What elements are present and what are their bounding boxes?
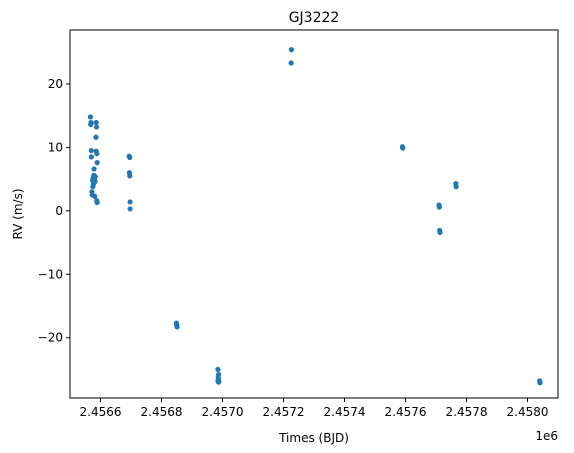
- data-point: [94, 151, 100, 157]
- data-point: [127, 173, 133, 179]
- data-point: [436, 204, 442, 210]
- data-point: [400, 145, 406, 151]
- data-points: [87, 47, 543, 386]
- data-point: [537, 380, 543, 386]
- x-axis-label: Times (BJD): [278, 431, 349, 445]
- data-point: [91, 166, 97, 172]
- data-point: [288, 47, 295, 53]
- data-point: [127, 154, 133, 161]
- x-tick-label: 2.4570: [202, 405, 244, 419]
- y-axis-label: RV (m/s): [11, 188, 25, 239]
- data-point: [92, 179, 98, 185]
- data-point: [215, 366, 221, 373]
- data-point: [93, 124, 100, 130]
- x-tick-label: 2.4578: [446, 405, 488, 419]
- data-point: [88, 147, 94, 154]
- x-axis-offset-label: 1e6: [535, 429, 558, 443]
- data-point: [127, 199, 133, 205]
- data-point: [92, 193, 98, 199]
- x-tick-label: 2.4580: [507, 405, 549, 419]
- chart-title: GJ3222: [289, 10, 340, 26]
- data-point: [93, 134, 99, 140]
- y-tick-label: 0: [55, 204, 63, 218]
- x-tick-label: 2.4566: [80, 405, 122, 419]
- data-point: [92, 173, 98, 180]
- data-point: [87, 114, 94, 120]
- y-tick-label: 20: [48, 77, 63, 91]
- x-tick-label: 2.4568: [141, 405, 183, 419]
- y-axis-ticks: −20 −10 0 10 20: [38, 77, 70, 345]
- data-point: [93, 120, 99, 126]
- data-point: [174, 324, 180, 330]
- data-point: [94, 199, 100, 206]
- data-point: [453, 184, 459, 190]
- data-point: [437, 229, 443, 235]
- x-axis-ticks: 2.4566 2.4568 2.4570 2.4572 2.4574 2.4576 2.45…: [80, 398, 549, 419]
- y-tick-label: 10: [48, 140, 63, 154]
- data-point: [88, 120, 94, 126]
- data-point: [94, 160, 100, 166]
- x-tick-label: 2.4576: [385, 405, 427, 419]
- data-point: [127, 206, 133, 212]
- x-tick-label: 2.4572: [263, 405, 305, 419]
- plot-frame: [69, 29, 559, 399]
- data-point: [288, 60, 294, 66]
- x-tick-label: 2.4574: [324, 405, 366, 419]
- data-point: [215, 379, 222, 385]
- data-point: [88, 154, 94, 160]
- y-tick-label: −20: [38, 331, 63, 345]
- y-tick-label: −10: [38, 267, 63, 281]
